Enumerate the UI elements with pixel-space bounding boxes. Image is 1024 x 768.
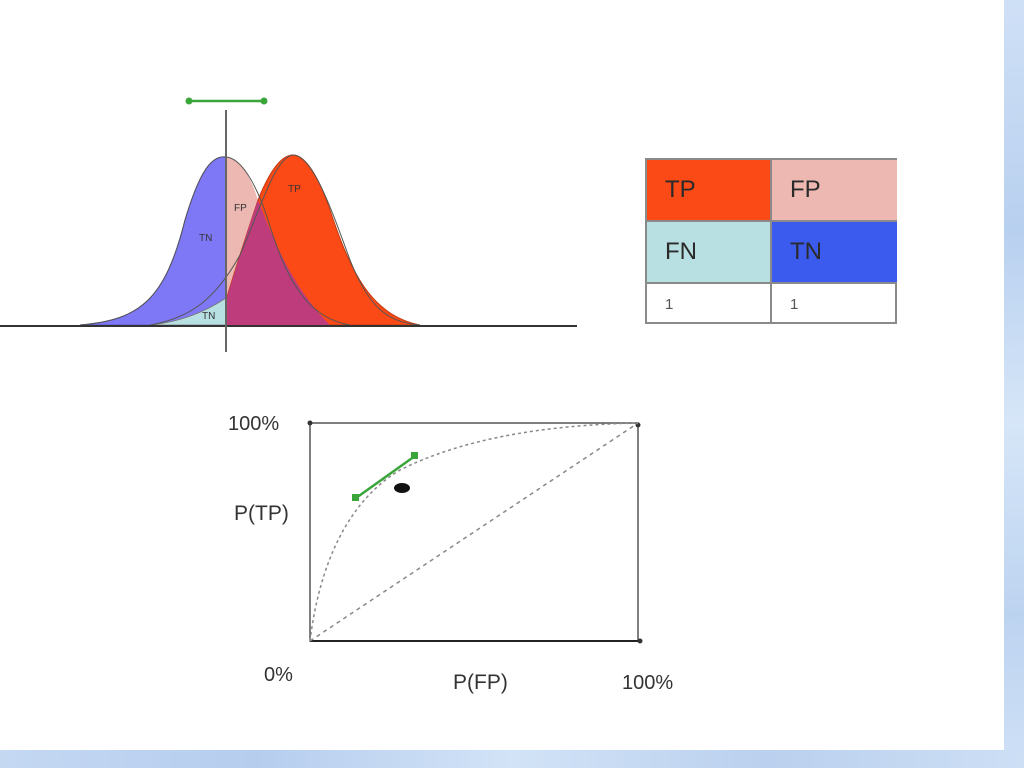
- roc-y-axis-label: P(TP): [234, 502, 289, 525]
- chance-line: [309, 422, 639, 642]
- roc-y-top-label: 100%: [228, 413, 279, 435]
- operating-point[interactable]: [394, 483, 410, 493]
- matrix-cell-tn: TN: [772, 222, 897, 284]
- distribution-plot: TP FP TN TN: [0, 97, 577, 352]
- right-background-strip: [1004, 0, 1024, 768]
- matrix-cell-tp: TP: [647, 160, 772, 222]
- bottom-background-strip: [0, 750, 1024, 768]
- tp-curve-label: TP: [288, 184, 301, 195]
- matrix-total-right: 1: [790, 295, 799, 313]
- overlap-region: [226, 200, 330, 325]
- fp-region: [226, 157, 258, 300]
- threshold-range-handle[interactable]: [185, 97, 268, 105]
- confusion-matrix: TP FP FN TN 1 1: [645, 158, 897, 324]
- roc-origin-label: 0%: [264, 664, 293, 686]
- operating-range-handle[interactable]: [352, 452, 418, 501]
- matrix-cell-fn: FN: [647, 222, 772, 284]
- tn-curve-label: TN: [199, 233, 212, 244]
- roc-x-axis-label: P(FP): [453, 671, 508, 694]
- matrix-cell-fp: FP: [772, 160, 897, 222]
- tn-small-label: TN: [202, 311, 215, 322]
- roc-plot: 100% P(TP) 0% P(FP) 100%: [228, 413, 673, 694]
- roc-x-right-label: 100%: [622, 672, 673, 694]
- roc-curve: [309, 422, 639, 642]
- matrix-total-left: 1: [647, 284, 772, 324]
- fp-curve-label: FP: [234, 203, 247, 214]
